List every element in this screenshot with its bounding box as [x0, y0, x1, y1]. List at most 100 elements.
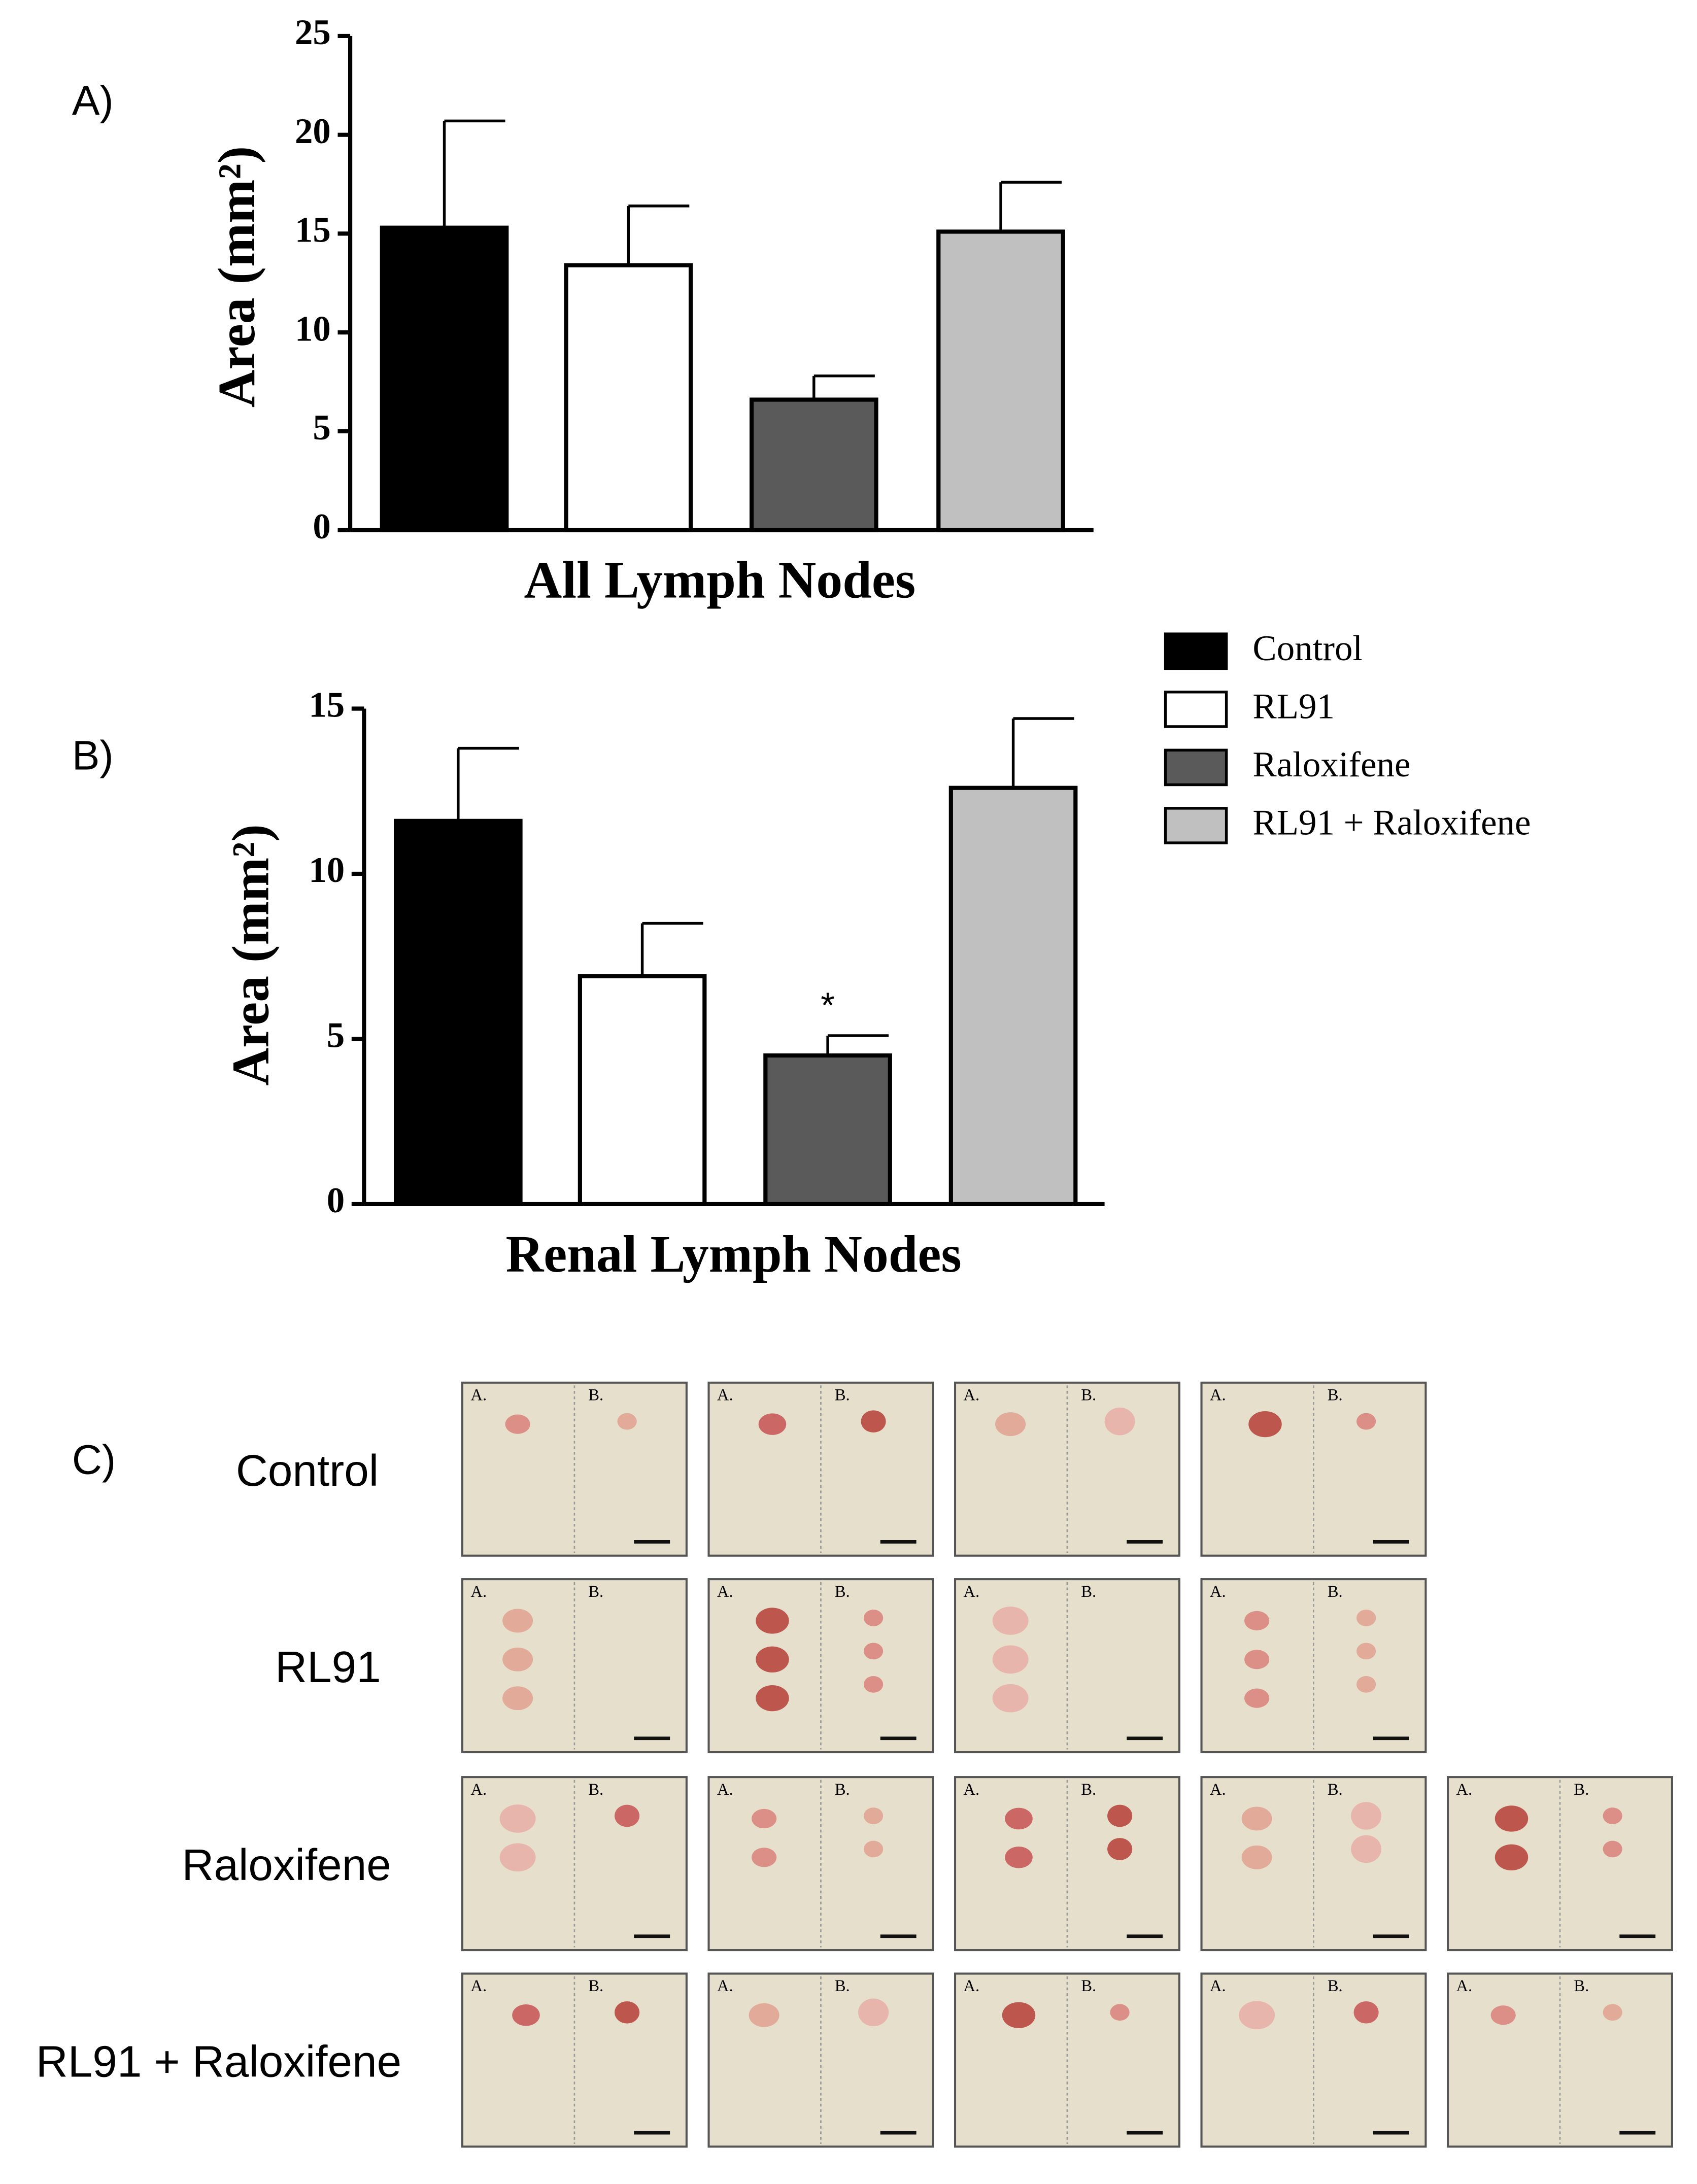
tissue — [615, 1804, 640, 1827]
photo-panel-label: B. — [835, 1977, 850, 1995]
tissue — [1490, 2005, 1516, 2025]
tissue — [1603, 1807, 1622, 1824]
tissue — [1356, 1610, 1376, 1626]
tissue — [752, 1808, 777, 1829]
photo-panel-label: A. — [1210, 1583, 1226, 1601]
photo-panel-label: B. — [1328, 1977, 1343, 1995]
tissue — [502, 1647, 533, 1671]
tissue — [1107, 1838, 1133, 1860]
legend-swatch — [1164, 691, 1228, 728]
tissue — [1239, 2001, 1275, 2030]
photo-panel-label: A. — [963, 1386, 979, 1405]
tissue — [758, 1413, 787, 1435]
photo-panel-label: B. — [588, 1583, 603, 1601]
photo-panel-label: B. — [588, 1977, 603, 1995]
photo-panel-label: B. — [835, 1386, 850, 1405]
tissue — [1110, 2004, 1130, 2021]
tissue — [1603, 2004, 1622, 2021]
tissue — [864, 1610, 884, 1626]
photo-panel-label: A. — [1456, 1977, 1472, 1995]
annotation: * — [821, 985, 835, 1026]
tissue — [1353, 2001, 1379, 2024]
photo-panel-label: B. — [588, 1781, 603, 1799]
legend-swatch — [1164, 632, 1228, 670]
photo-panel-label: B. — [1328, 1781, 1343, 1799]
tissue — [1005, 1807, 1033, 1830]
tissue — [864, 1807, 884, 1824]
row-label: RL91 + Raloxifene — [36, 2037, 401, 2086]
tissue — [1603, 1840, 1622, 1858]
photo-panel-label: B. — [1081, 1977, 1096, 1995]
row-label: RL91 — [275, 1643, 381, 1692]
legend-swatch — [1164, 807, 1228, 844]
photo-panel-label: B. — [835, 1781, 850, 1799]
bar — [936, 229, 1065, 532]
photo-panel-label: B. — [1328, 1386, 1343, 1405]
tissue — [749, 2003, 779, 2027]
photo — [954, 1381, 1180, 1557]
tissue — [1356, 1643, 1376, 1660]
y-tick-label: 20 — [295, 112, 331, 151]
y-tick-label: 10 — [295, 309, 331, 349]
y-axis-label: Area (mm²) — [208, 146, 266, 407]
tissue — [1002, 2002, 1036, 2028]
row-label: Control — [236, 1446, 379, 1495]
y-tick-label: 25 — [295, 13, 331, 52]
photo-panel-label: A. — [717, 1977, 733, 1995]
photo-panel-label: A. — [1210, 1386, 1226, 1405]
tissue — [1351, 1835, 1382, 1863]
tissue — [992, 1684, 1029, 1713]
panel-label: B) — [72, 732, 114, 778]
tissue — [756, 1685, 789, 1712]
y-tick-label: 10 — [309, 850, 345, 890]
y-axis-label: Area (mm²) — [222, 824, 280, 1085]
photo-panel-label: B. — [1328, 1583, 1343, 1601]
photo-panel-label: B. — [588, 1386, 603, 1405]
bar — [380, 225, 509, 532]
photo-panel-label: B. — [1081, 1583, 1096, 1601]
photo-panel-label: A. — [717, 1386, 733, 1405]
y-tick-label: 0 — [313, 507, 330, 547]
tissue — [1495, 1844, 1529, 1870]
bar — [578, 974, 707, 1207]
bar — [948, 786, 1078, 1207]
photo-panel-label: A. — [963, 1977, 979, 1995]
photo-panel-label: B. — [1574, 1781, 1589, 1799]
tissue — [992, 1645, 1029, 1674]
y-tick-label: 5 — [313, 408, 330, 448]
legend-label: RL91 — [1252, 687, 1335, 726]
y-tick-label: 5 — [327, 1016, 345, 1055]
y-tick-label: 15 — [309, 686, 345, 725]
tissue — [1107, 1804, 1133, 1827]
photo-panel-label: A. — [470, 1781, 487, 1799]
photo-panel-label: A. — [1456, 1781, 1472, 1799]
tissue — [1241, 1845, 1272, 1869]
photo-panel-label: A. — [717, 1781, 733, 1799]
tissue — [1241, 1806, 1272, 1831]
tissue — [617, 1413, 637, 1430]
photo-panel-label: A. — [963, 1583, 979, 1601]
bar — [393, 818, 523, 1207]
tissue — [512, 2004, 540, 2026]
legend-swatch — [1164, 748, 1228, 787]
tissue — [864, 1840, 884, 1858]
tissue — [1495, 1805, 1529, 1832]
tissue — [752, 1848, 777, 1867]
tissue — [1248, 1411, 1282, 1438]
tissue — [995, 1412, 1026, 1437]
photo-panel-label: A. — [470, 1977, 487, 1995]
photo-panel-label: A. — [470, 1583, 487, 1601]
photo-panel-label: A. — [963, 1781, 979, 1799]
y-tick-label: 15 — [295, 211, 331, 250]
tissue — [615, 2001, 640, 2024]
row-label: Raloxifene — [182, 1840, 391, 1890]
legend-label: Raloxifene — [1252, 745, 1410, 784]
tissue — [858, 1998, 889, 2027]
panel-label: C) — [72, 1437, 116, 1483]
tissue — [1244, 1688, 1270, 1708]
photo-panel-label: A. — [1210, 1781, 1226, 1799]
tissue — [992, 1607, 1029, 1635]
bar — [763, 1053, 892, 1207]
tissue — [756, 1608, 789, 1634]
